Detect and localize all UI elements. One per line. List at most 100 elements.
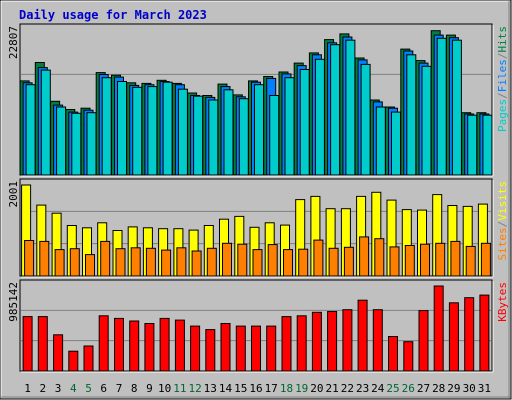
bar-kbytes-day-9 [144,323,155,372]
bar-sites-day-2 [39,240,50,277]
bar-sites-day-24 [374,238,385,277]
x-axis-labels: 1 2 3 4 5 6 7 8 9 10 11 12 13 14 15 16 17 18 19 20 21 22 23 24 2… [24,382,491,395]
x-tick-day-26: 26 [402,382,415,395]
legend-entry: Hits [496,26,509,53]
bar-sites-day-28 [435,242,446,277]
bar-kbytes-day-1 [22,316,33,372]
bar-sites-day-23 [359,236,370,277]
x-tick-day-4: 4 [70,382,77,395]
bar-pages-day-5 [86,112,97,176]
x-tick-day-2: 2 [39,382,46,395]
bar-kbytes-day-6 [98,315,109,372]
bar-sites-day-7 [115,248,126,277]
bar-pages-day-7 [117,81,127,176]
x-tick-day-14: 14 [219,382,233,395]
x-tick-day-7: 7 [116,382,123,395]
bar-pages-day-26 [406,54,417,176]
bar-sites-day-30 [465,245,476,277]
x-tick-day-29: 29 [447,382,460,395]
bar-sites-day-15 [237,243,248,277]
x-tick-day-20: 20 [310,382,323,395]
bar-kbytes-day-14 [220,323,231,372]
bar-kbytes-day-20 [311,311,322,372]
bar-kbytes-day-16 [251,325,261,372]
bar-pages-day-3 [56,106,67,176]
bar-kbytes-day-13 [205,329,216,372]
bar-pages-day-2 [40,69,51,176]
y-max-label: 22807 [7,26,20,59]
bar-pages-day-21 [330,44,341,176]
bar-sites-day-10 [161,249,172,277]
bar-pages-day-17 [269,95,280,176]
y-max-label: 2001 [7,181,20,208]
bar-kbytes-day-27 [418,310,429,372]
series-kbytes [22,285,490,372]
x-tick-day-21: 21 [325,382,338,395]
x-tick-day-31: 31 [478,382,491,395]
x-tick-day-13: 13 [204,382,217,395]
bar-sites-day-22 [343,246,354,277]
x-tick-day-1: 1 [24,382,31,395]
bar-pages-day-1 [25,84,36,176]
bar-sites-day-25 [389,246,400,277]
bar-sites-day-5 [85,254,95,277]
bar-sites-day-21 [328,247,339,277]
x-tick-day-11: 11 [173,382,186,395]
bar-kbytes-day-4 [68,350,79,372]
legend-entry: / [496,53,509,60]
bar-pages-day-12 [193,95,204,176]
x-tick-day-30: 30 [463,382,476,395]
bar-sites-day-3 [54,249,65,277]
x-tick-day-5: 5 [85,382,92,395]
chart-title: Daily usage for March 2023 [19,8,207,22]
bar-kbytes-day-22 [342,309,353,372]
bar-pages-day-13 [208,99,219,176]
bar-sites-day-8 [130,247,141,277]
bar-kbytes-day-28 [433,285,444,372]
bar-kbytes-day-26 [403,341,414,372]
bar-kbytes-day-5 [83,345,94,372]
x-tick-day-9: 9 [146,382,153,395]
bar-sites-day-14 [222,242,232,277]
bar-pages-day-8 [132,86,143,176]
x-tick-day-6: 6 [100,382,107,395]
x-tick-day-19: 19 [295,382,308,395]
bar-kbytes-day-23 [357,299,368,372]
bar-kbytes-day-12 [190,325,201,372]
legend-entry: / [496,221,509,228]
bar-kbytes-day-7 [114,317,124,372]
x-tick-day-16: 16 [249,382,262,395]
bar-kbytes-day-17 [266,325,277,372]
x-tick-day-25: 25 [386,382,399,395]
bar-kbytes-day-21 [327,311,338,372]
bar-sites-day-11 [176,247,187,277]
legend-entry: Visits [496,181,509,221]
bar-pages-day-6 [101,77,112,176]
bar-sites-day-19 [298,248,309,277]
bar-sites-day-18 [283,249,293,277]
x-tick-day-15: 15 [234,382,247,395]
x-tick-day-10: 10 [158,382,171,395]
bar-sites-day-9 [145,247,156,277]
bar-pages-day-20 [314,58,325,176]
bar-sites-day-6 [100,240,111,277]
bar-pages-day-15 [238,98,249,176]
bar-pages-day-10 [162,81,173,176]
bar-kbytes-day-19 [296,315,307,372]
bar-kbytes-day-15 [235,325,246,372]
bar-sites-day-26 [404,245,415,277]
bar-pages-day-22 [345,39,356,176]
bar-kbytes-day-10 [159,317,170,372]
bar-pages-day-9 [147,86,158,176]
bar-pages-day-25 [391,111,401,176]
chart-panels: 22807Pages/Files/Hits2001Sites/Visits985… [7,23,509,373]
x-tick-day-17: 17 [265,382,278,395]
bar-pages-day-29 [451,39,462,176]
bar-kbytes-day-25 [388,336,398,372]
bar-sites-day-27 [420,243,430,277]
x-tick-day-22: 22 [341,382,354,395]
bar-sites-day-4 [69,248,80,277]
bar-kbytes-day-29 [448,302,459,372]
x-tick-day-28: 28 [432,382,445,395]
